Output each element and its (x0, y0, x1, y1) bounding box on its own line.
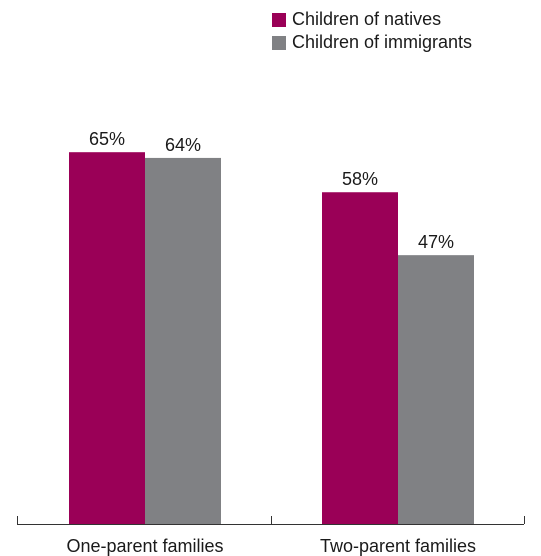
category-label-two-parent: Two-parent families (320, 536, 476, 556)
value-label-two-parent-immigrants: 47% (418, 232, 454, 252)
legend-item-natives: Children of natives (272, 8, 472, 31)
value-label-one-parent-natives: 65% (89, 129, 125, 149)
bar-two-parent-immigrants (398, 255, 474, 524)
legend-label-immigrants: Children of immigrants (292, 32, 473, 52)
value-label-two-parent-natives: 58% (342, 169, 378, 189)
bar-one-parent-immigrants (145, 157, 221, 525)
bar-one-parent-natives (69, 152, 145, 524)
value-labels-group: 65% 64% 58% 47% (89, 129, 454, 252)
category-label-one-parent: One-parent families (66, 536, 223, 556)
legend-item-immigrants: Children of immigrants (272, 31, 472, 54)
legend-label-natives: Children of natives (292, 9, 442, 29)
x-axis: One-parent families Two-parent families (17, 516, 525, 556)
legend-swatch-immigrants (272, 35, 286, 50)
legend: Children of natives Children of immigran… (272, 8, 472, 54)
legend-swatch-natives (272, 12, 286, 27)
value-label-one-parent-immigrants: 64% (165, 135, 201, 155)
bars-group (69, 152, 474, 525)
bar-two-parent-natives (322, 192, 398, 525)
